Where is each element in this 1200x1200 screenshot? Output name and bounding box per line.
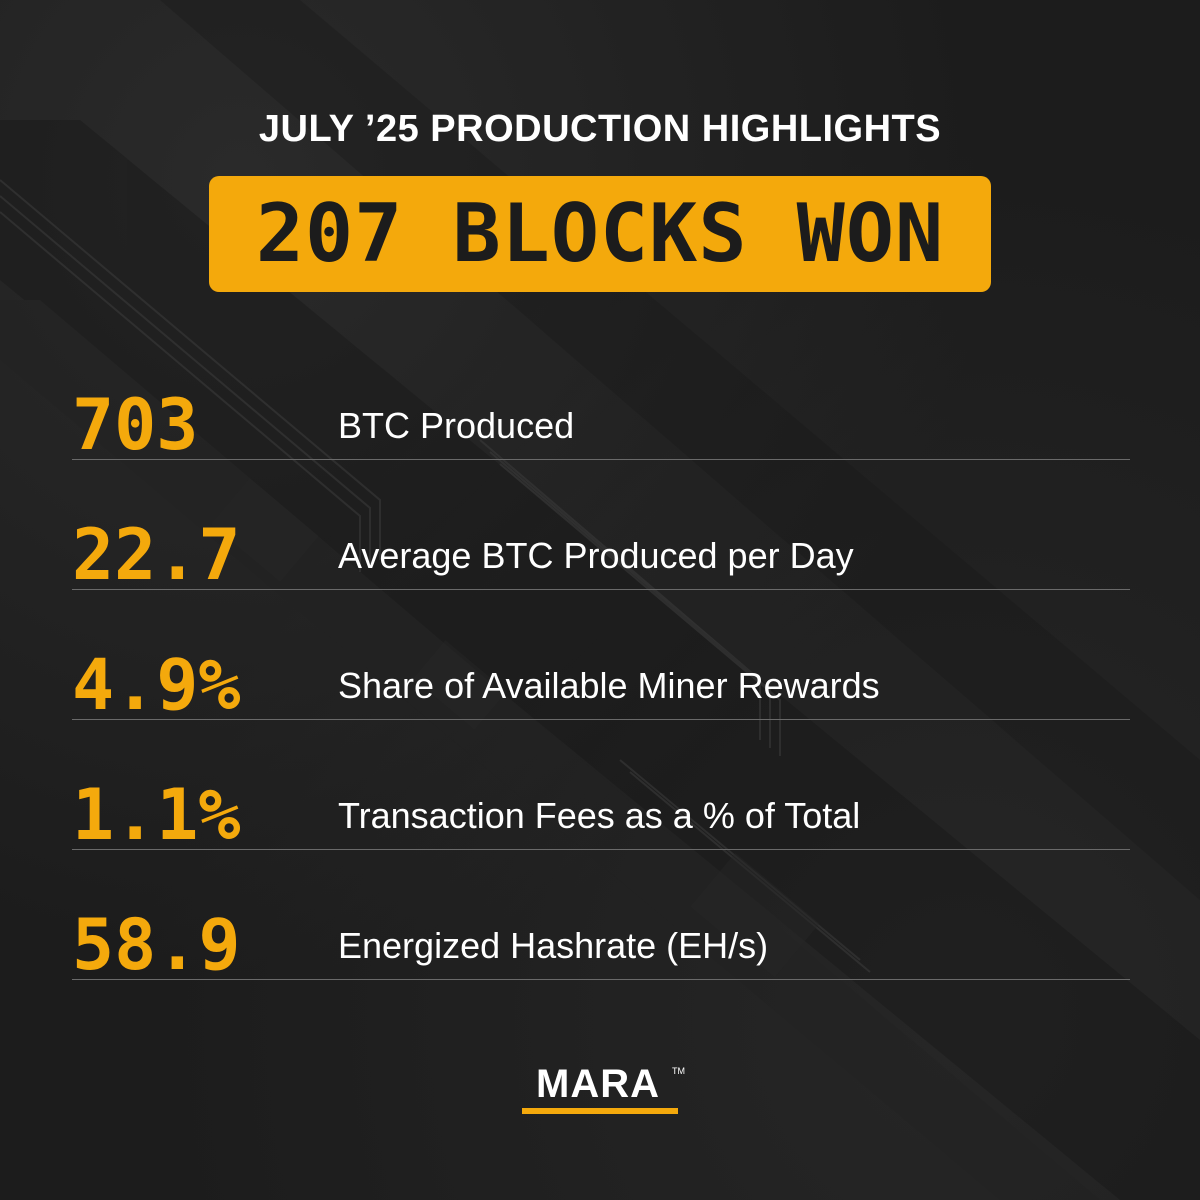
stat-divider <box>72 459 1130 460</box>
mara-logo: MARA TM <box>518 1062 685 1118</box>
stat-divider <box>72 589 1130 590</box>
stat-value: 1.1% <box>72 774 241 856</box>
page-title: JULY ’25 PRODUCTION HIGHLIGHTS <box>258 108 942 150</box>
stat-value: 703 <box>72 384 199 466</box>
stat-value: 58.9 <box>72 904 241 986</box>
stat-label: Average BTC Produced per Day <box>338 535 854 576</box>
stat-row-transaction-fees: 1.1% Transaction Fees as a % of Total <box>72 772 1130 902</box>
stat-divider <box>72 719 1130 720</box>
stat-divider <box>72 979 1130 980</box>
stat-value: 4.9% <box>72 644 241 726</box>
stat-label: Energized Hashrate (EH/s) <box>338 925 769 966</box>
stat-divider <box>72 849 1130 850</box>
logo-wordmark: MARA <box>536 1062 660 1106</box>
blocks-won-banner: 207 BLOCKS WON <box>209 176 991 292</box>
logo-underline <box>522 1108 678 1114</box>
blocks-won-text: 207 BLOCKS WON <box>255 187 945 280</box>
stat-row-average-btc-per-day: 22.7 Average BTC Produced per Day <box>72 512 1130 642</box>
stat-row-share-of-miner-rewards: 4.9% Share of Available Miner Rewards <box>72 642 1130 772</box>
stat-row-energized-hashrate: 58.9 Energized Hashrate (EH/s) <box>72 902 1130 1032</box>
stat-label: BTC Produced <box>338 405 575 446</box>
logo-trademark: TM <box>672 1066 685 1076</box>
stat-label: Share of Available Miner Rewards <box>338 665 880 706</box>
stats-list: 703 BTC Produced 22.7 Average BTC Produc… <box>72 382 1130 1032</box>
stat-label: Transaction Fees as a % of Total <box>338 795 861 836</box>
stat-value: 22.7 <box>72 514 241 596</box>
stat-row-btc-produced: 703 BTC Produced <box>72 382 1130 512</box>
